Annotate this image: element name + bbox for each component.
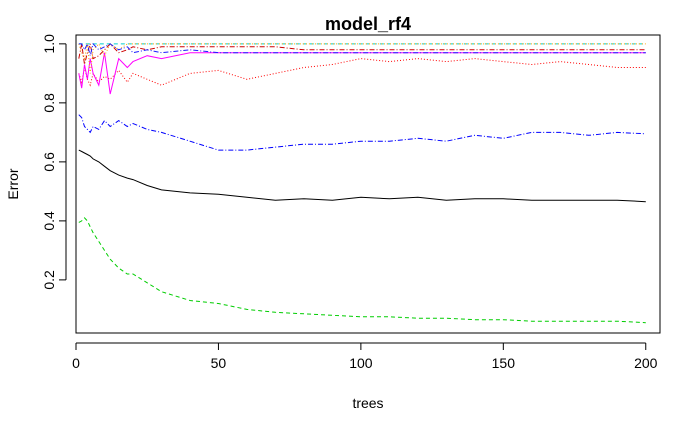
chart-title: model_rf4 — [325, 14, 411, 34]
series-line-7 — [78, 43, 646, 74]
y-tick-label: 0.8 — [41, 93, 57, 113]
x-tick-label: 100 — [349, 355, 373, 371]
y-tick-label: 0.4 — [41, 211, 57, 231]
series-line-9 — [78, 42, 646, 56]
series-line-2 — [78, 58, 646, 87]
series-line-4 — [78, 114, 646, 151]
x-tick-label: 200 — [634, 355, 658, 371]
series-line-3 — [78, 217, 646, 324]
x-tick-label: 0 — [72, 355, 80, 371]
series-line-8 — [78, 43, 646, 65]
series-line-1 — [78, 149, 646, 203]
x-axis-label: trees — [352, 395, 383, 411]
series-layer — [78, 42, 646, 324]
y-axis-label: Error — [5, 168, 21, 199]
y-tick-label: 0.2 — [41, 270, 57, 290]
x-tick-label: 50 — [211, 355, 227, 371]
series-line-6 — [78, 52, 646, 95]
y-tick-label: 1.0 — [41, 34, 57, 54]
x-tick-label: 150 — [492, 355, 516, 371]
y-tick-label: 0.6 — [41, 152, 57, 172]
plot-area-frame — [75, 34, 661, 334]
x-axis: 0 50 100 150 200 — [72, 342, 658, 371]
y-axis: 0.2 0.4 0.6 0.8 1.0 — [41, 34, 67, 290]
